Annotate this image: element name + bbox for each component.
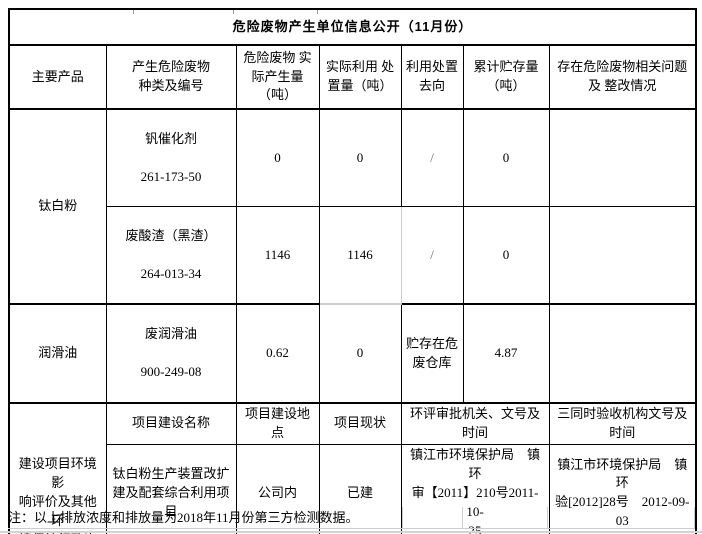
footnote-text: 注：以上排放浓度和排放量为2018年11月份第三方检测数据。 bbox=[8, 510, 359, 525]
col-header-main-product: 主要产品 bbox=[8, 44, 107, 110]
waste-row: 润滑油 废润滑油 900-249-08 0.62 0 贮存在危 废仓库 4.87 bbox=[8, 303, 697, 404]
col-header-disposed: 实际利用 处 置量（吨） bbox=[318, 44, 402, 110]
cell-waste-type: 废润滑油 900-249-08 bbox=[105, 303, 237, 404]
page-title: 危险废物产生单位信息公开（11月份） bbox=[8, 8, 697, 46]
grid-line bbox=[462, 507, 463, 528]
col-header-project-name: 项目建设名称 bbox=[105, 401, 237, 446]
waste-type-code: 261-173-50 bbox=[140, 168, 202, 184]
col-header-destination: 利用处置 去向 bbox=[400, 44, 464, 110]
cell-stored: 4.87 bbox=[462, 303, 550, 404]
waste-header-row: 主要产品 产生危险废物 种类及编号 危险废物 实 际产生量 （吨） 实际利用 处… bbox=[8, 44, 697, 110]
cell-project-status: 已建 bbox=[318, 444, 402, 534]
cell-issues bbox=[548, 206, 697, 305]
bottom-edge-strip bbox=[0, 531, 702, 533]
waste-row: 废酸渣（黑渣） 264-013-34 1146 1146 / 0 bbox=[9, 206, 697, 305]
cell-produced: 0.62 bbox=[235, 303, 320, 404]
cell-disposed: 1146 bbox=[318, 206, 402, 305]
cell-issues bbox=[548, 303, 697, 404]
col-header-issues: 存在危险废物相关问题 及 整改情况 bbox=[548, 44, 697, 110]
cell-waste-type: 废酸渣（黑渣） 264-013-34 bbox=[105, 206, 237, 305]
cell-project-location: 公司内 bbox=[235, 444, 320, 534]
cell-acceptance: 镇江市环境保护局 镇环 验[2012]28号 2012-09-03 bbox=[548, 444, 697, 534]
cell-issues bbox=[548, 108, 697, 208]
waste-type-name: 废酸渣（黑渣） bbox=[125, 228, 217, 244]
col-header-project-status: 项目现状 bbox=[318, 401, 402, 446]
cell-waste-type: 钒催化剂 261-173-50 bbox=[105, 108, 237, 208]
eia-header-row: 建设项目环境影 响评价及其他环 境保护行政许可 情况 项目建设名称 项目建设地点… bbox=[8, 401, 697, 534]
cell-destination: 贮存在危 废仓库 bbox=[400, 303, 464, 404]
cell-destination: / bbox=[400, 108, 464, 208]
cell-stored: 0 bbox=[462, 206, 550, 305]
cell-stored: 0 bbox=[462, 108, 550, 208]
footnote-row: 注：以上排放浓度和排放量为2018年11月份第三方检测数据。 bbox=[8, 507, 695, 529]
cell-produced: 0 bbox=[235, 108, 320, 208]
disclosure-table: 危险废物产生单位信息公开（11月份） 主要产品 产生危险废物 种类及编号 危险废… bbox=[8, 8, 698, 534]
waste-type-name: 钒催化剂 bbox=[144, 130, 197, 146]
cell-disposed: 0 bbox=[318, 303, 402, 404]
waste-type-code: 900-249-08 bbox=[140, 363, 202, 379]
cell-destination: / bbox=[400, 206, 464, 305]
grid-line bbox=[402, 507, 403, 528]
col-header-stored: 累计贮存量 （吨） bbox=[462, 44, 550, 110]
waste-type-code: 264-013-34 bbox=[140, 265, 202, 281]
col-header-project-location: 项目建设地点 bbox=[235, 401, 320, 446]
waste-row: 钛白粉 钒催化剂 261-173-50 0 0 / 0 bbox=[8, 107, 697, 305]
col-header-waste-type: 产生危险废物 种类及编号 bbox=[105, 44, 237, 110]
project-row: 钛白粉生产装置改扩 建及配套综合利用项 目 公司内 已建 镇江市环境保护局 镇环… bbox=[9, 444, 697, 534]
cell-product-name: 钛白粉 bbox=[8, 107, 107, 305]
cell-produced: 1146 bbox=[235, 206, 320, 305]
col-header-acceptance: 三同时验收机构文号及 时间 bbox=[548, 401, 697, 446]
col-header-produced: 危险废物 实 际产生量 （吨） bbox=[235, 44, 320, 110]
eia-section-label: 建设项目环境影 响评价及其他环 境保护行政许可 情况 bbox=[8, 401, 107, 534]
grid-line bbox=[547, 507, 548, 528]
cell-disposed: 0 bbox=[318, 108, 402, 208]
waste-type-name: 废润滑油 bbox=[144, 326, 197, 342]
col-header-eia-approval: 环评审批机关、文号及 时间 bbox=[400, 401, 550, 446]
cell-product-name: 润滑油 bbox=[8, 303, 107, 404]
